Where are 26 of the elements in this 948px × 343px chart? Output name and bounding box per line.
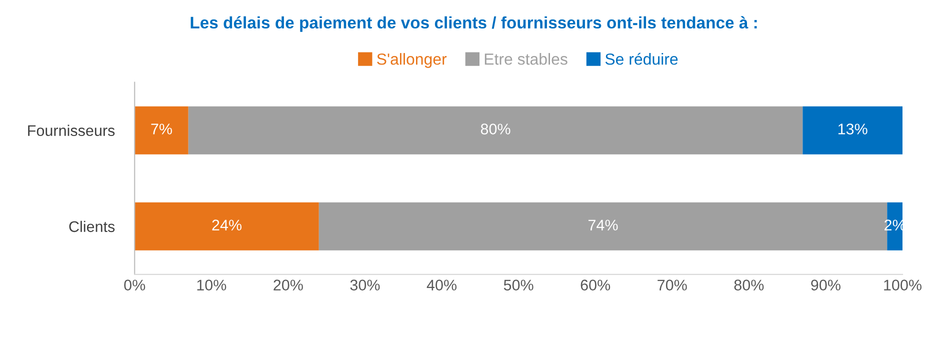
x-tick-label: 100% — [884, 280, 922, 290]
x-tick-label: 20% — [274, 280, 303, 290]
y-tick-label: Fournisseurs — [28, 124, 115, 136]
x-tick-label: 70% — [658, 280, 687, 290]
data-label: 7% — [151, 124, 172, 134]
x-tick-label: 50% — [504, 280, 534, 290]
bar — [802, 106, 902, 154]
x-tick-label: 90% — [811, 280, 840, 290]
chart-title: Les délais de paiement de vos clients / fournisseurs ont-ils tendance à : — [190, 16, 757, 32]
legend-label: Etre stables — [484, 53, 568, 65]
legend-label: S'allonger — [377, 53, 447, 68]
data-label: 74% — [588, 220, 618, 230]
x-tick-label: 60% — [580, 280, 610, 290]
x-tick-label: 40% — [426, 280, 457, 290]
y-tick-label: Clients — [69, 220, 115, 232]
bar — [188, 106, 803, 154]
x-tick-label: 80% — [734, 280, 764, 290]
bar — [134, 106, 188, 154]
data-label: 24% — [212, 220, 242, 230]
x-tick-label: 0% — [124, 280, 146, 290]
x-tick-label: 30% — [350, 280, 380, 290]
data-label: 13% — [838, 124, 868, 134]
legend-label: Se réduire — [605, 52, 678, 65]
bar — [134, 202, 319, 250]
x-tick-label: 10% — [197, 280, 226, 290]
data-label: 80% — [480, 124, 510, 134]
